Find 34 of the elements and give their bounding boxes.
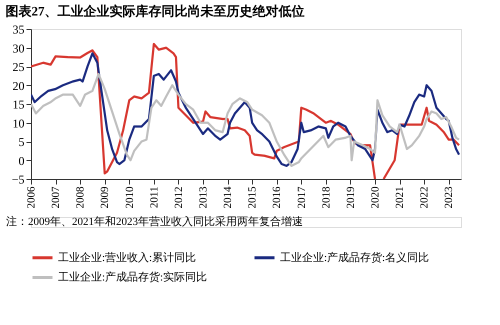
x-tick-label: 2010 (124, 186, 136, 208)
line-series (31, 52, 460, 167)
x-tick-label: 2009 (99, 186, 112, 208)
legend-label: 工业企业:产成品存货:名义同比 (280, 250, 430, 264)
x-tick-label: 2020 (370, 186, 382, 208)
x-tick-label: 2014 (222, 186, 234, 208)
y-tick-label: 35 (12, 22, 24, 36)
legend-label: 工业企业:营业收入:累计同比 (58, 250, 196, 264)
x-tick-label: 2017 (296, 186, 308, 208)
x-tick-label: 2021 (394, 186, 406, 208)
y-tick-label: 0 (18, 154, 24, 168)
line-series (31, 72, 460, 167)
x-tick-label: 2008 (74, 186, 87, 208)
x-tick-label: 2012 (172, 186, 185, 208)
y-tick-label: 15 (12, 98, 24, 112)
x-tick-label: 2006 (26, 186, 38, 208)
x-tick-label: 2023 (443, 186, 456, 208)
x-tick-label: 2022 (418, 186, 431, 208)
y-tick-label: 10 (12, 116, 24, 130)
x-tick-label: 2018 (320, 186, 332, 208)
x-tick-label: 2013 (198, 186, 210, 208)
y-tick-label: 20 (12, 78, 24, 93)
legend-label: 工业企业:产成品存货:实际同比 (58, 270, 208, 284)
x-tick-label: 2019 (344, 186, 357, 208)
x-tick-label: 2007 (50, 186, 62, 208)
y-tick-label: 30 (12, 41, 24, 56)
x-tick-label: 2015 (246, 186, 259, 208)
x-tick-label: 2011 (148, 186, 160, 208)
text: 注：2009年、2021年和2023年营业收入同比采用两年复合增速 (6, 215, 303, 228)
chart-title: 图表27、工业企业实际库存同比尚未至历史绝对低位 (6, 4, 304, 18)
y-tick-label: −5 (12, 172, 24, 186)
x-tick-label: 2016 (271, 186, 284, 208)
y-tick-label: 5 (18, 135, 24, 149)
y-tick-label: 25 (12, 60, 24, 74)
